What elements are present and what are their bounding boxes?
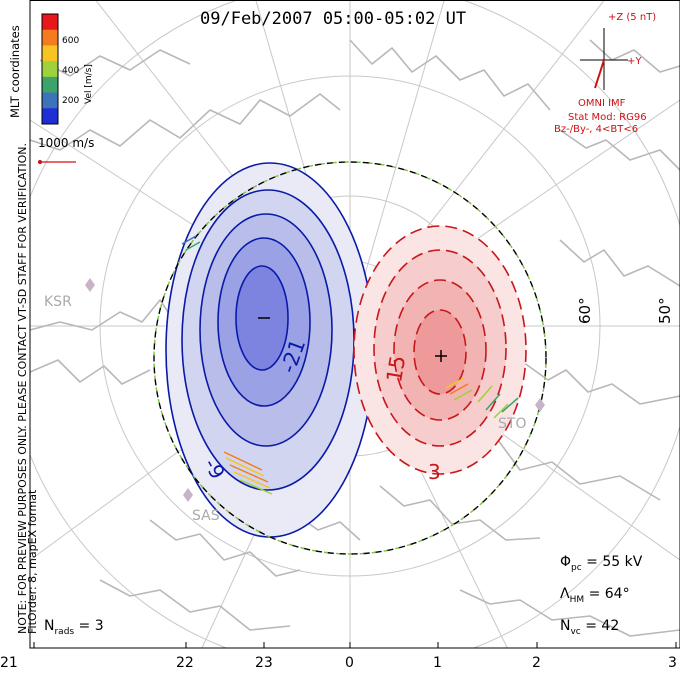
mlt-label-23: 23	[255, 655, 273, 671]
vector-scale-label: 1000 m/s	[38, 136, 95, 150]
mlt-label-0: 0	[345, 655, 354, 671]
lambda-hm-value: 64°	[604, 586, 630, 602]
colorbar-swatch	[42, 45, 58, 62]
colorbar-swatch	[42, 108, 58, 125]
colorbar-tick-200: 200	[62, 96, 80, 106]
n-vc-stat: Nvc = 42	[560, 618, 620, 637]
n-vc-value: 42	[601, 618, 620, 634]
positive-cell	[353, 225, 527, 475]
imf-y-label: +Y	[627, 56, 642, 67]
imf-condition: Bz-/By-, 4<BT<6	[554, 124, 639, 135]
imf-stat-mod: Stat Mod: RG96	[568, 112, 647, 123]
colorbar-tick-600: 600	[62, 36, 80, 46]
map-title: 09/Feb/2007 05:00-05:02 UT	[200, 9, 467, 29]
vector-scale-dot	[38, 160, 42, 164]
colorbar-swatch	[42, 61, 58, 78]
mlt-label-2: 2	[532, 655, 541, 671]
mlt-label-22: 22	[176, 655, 194, 671]
mlt-tick-marks	[33, 642, 677, 648]
colorbar	[41, 13, 59, 125]
colorbar-swatch	[42, 14, 58, 31]
imf-source: OMNI IMF	[578, 98, 626, 109]
lambda-hm-stat: ΛHM = 64°	[560, 586, 630, 605]
n-rads-value: 3	[94, 618, 104, 634]
colorbar-swatch	[42, 76, 58, 94]
imf-z-label: +Z (5 nT)	[608, 12, 657, 23]
coordinates-label: MLT coordinates	[8, 25, 22, 118]
colorbar-label: Vel [m/s]	[84, 64, 94, 104]
station-ksr: KSR	[44, 294, 72, 310]
colorbar-swatch	[42, 92, 58, 109]
colorbar-tick-400: 400	[62, 66, 80, 76]
colorbar-outline	[41, 13, 59, 125]
mlt-label-21: 21	[0, 655, 18, 671]
mlt-label-3: 3	[668, 655, 677, 671]
contour-label-pos-15: 15	[382, 353, 411, 385]
latitude-label-60: 60°	[576, 297, 594, 324]
phi-pc-value: 55 kV	[602, 554, 643, 570]
contour-label-pos-3: 3	[428, 460, 441, 484]
hm-boundary-green	[153, 161, 547, 555]
maximum-marker	[435, 350, 447, 362]
station-sto: STO	[498, 416, 527, 432]
n-rads-stat: Nrads = 3	[44, 618, 104, 637]
fit-order: FitOrder: 8, mapEX format	[26, 489, 39, 634]
latitude-label-50: 50°	[656, 297, 674, 324]
velocity-vectors	[181, 235, 519, 495]
colorbar-swatch	[42, 29, 58, 46]
imf-vector	[594, 59, 605, 89]
negative-cell	[165, 162, 375, 538]
mlt-label-1: 1	[433, 655, 442, 671]
phi-pc-stat: Φpc = 55 kV	[560, 554, 643, 573]
station-sas: SAS	[192, 508, 220, 524]
radar-sites	[85, 278, 545, 502]
